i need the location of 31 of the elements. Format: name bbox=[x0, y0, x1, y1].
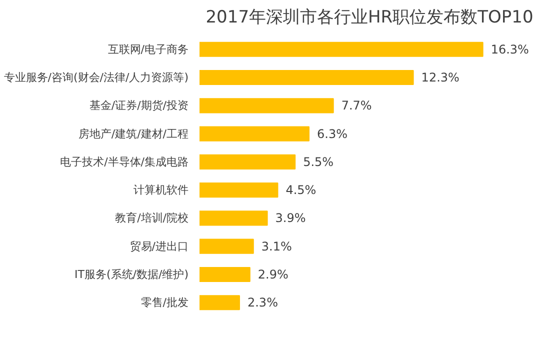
data-label: 7.7% bbox=[341, 98, 372, 113]
bar bbox=[200, 42, 484, 57]
data-label: 6.3% bbox=[317, 126, 348, 141]
bar bbox=[200, 126, 310, 142]
bar bbox=[200, 70, 414, 86]
y-tick-label: 电子技术/半导体/集成电路 bbox=[60, 155, 189, 168]
bar bbox=[200, 98, 334, 114]
y-tick-label: 专业服务/咨询(财会/法律/人力资源等) bbox=[4, 71, 188, 84]
data-label: 4.5% bbox=[286, 183, 316, 198]
y-tick-label: 贸易/进出口 bbox=[130, 240, 189, 253]
data-label: 2.3% bbox=[247, 296, 278, 310]
y-tick-label: 教育/培训/院校 bbox=[115, 212, 189, 225]
y-tick-label: 房地产/建筑/建材/工程 bbox=[78, 127, 189, 140]
bar bbox=[200, 266, 250, 282]
data-label: 12.3% bbox=[421, 70, 460, 85]
y-tick-label: 零售/批发 bbox=[140, 296, 189, 310]
bar bbox=[200, 210, 268, 226]
y-tick-label: IT服务(系统/数据/维护) bbox=[74, 268, 189, 281]
y-tick-label: 计算机软件 bbox=[134, 184, 188, 197]
data-label: 3.1% bbox=[261, 239, 292, 254]
bar bbox=[200, 182, 278, 198]
y-tick-label: 基金/证券/期货/投资 bbox=[89, 99, 189, 112]
bar bbox=[200, 154, 296, 170]
chart-title: 2017年深圳市各行业HR职位发布数TOP10 bbox=[206, 8, 534, 28]
data-label: 16.3% bbox=[490, 42, 529, 56]
y-tick-label: 互联网/电子商务 bbox=[108, 42, 189, 56]
bar bbox=[200, 238, 254, 254]
bar bbox=[200, 295, 240, 310]
data-label: 2.9% bbox=[258, 267, 288, 282]
data-label: 5.5% bbox=[303, 154, 334, 169]
data-label: 3.9% bbox=[275, 211, 306, 226]
